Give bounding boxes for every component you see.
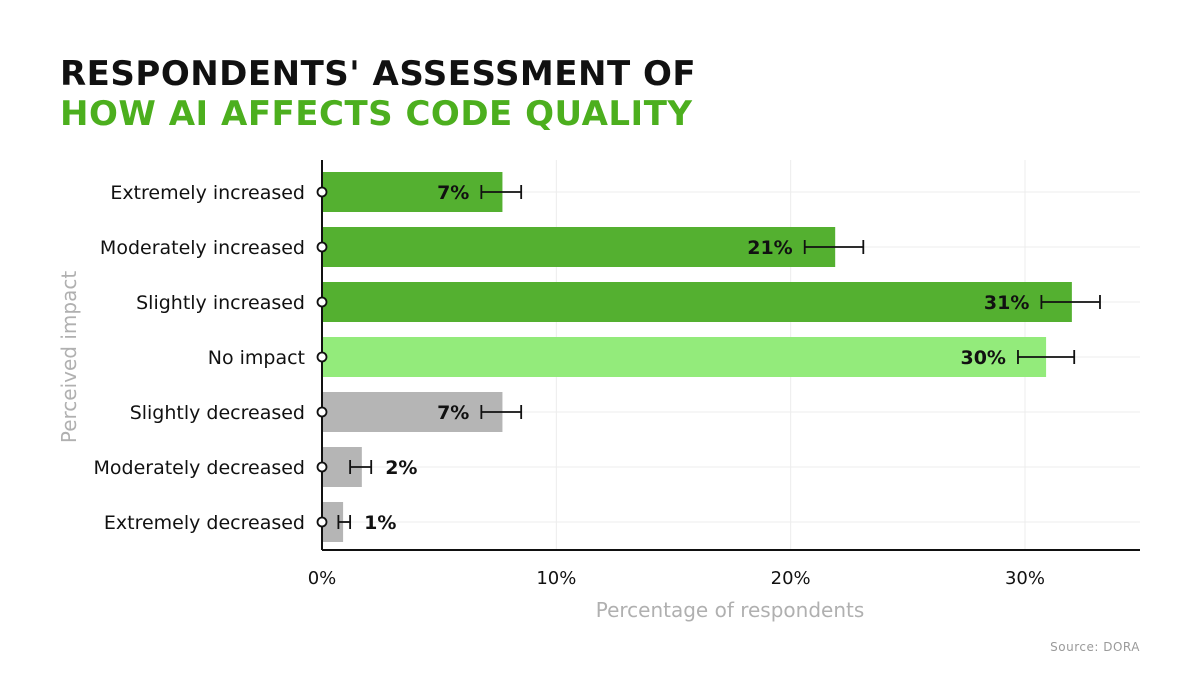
- category-label-moderately-decreased: Moderately decreased: [94, 457, 306, 479]
- category-label-slightly-increased: Slightly increased: [136, 292, 305, 314]
- value-label-moderately-decreased: 2%: [385, 457, 417, 479]
- error-bar-no-impact: [1017, 350, 1076, 364]
- x-tick-label: 20%: [771, 568, 811, 589]
- chart-title-line-2: HOW AI AFFECTS CODE QUALITY: [60, 94, 693, 134]
- bar-extremely-decreased: [322, 502, 344, 542]
- category-label-extremely-increased: Extremely increased: [110, 182, 305, 204]
- chart-title-line-1: RESPONDENTS' ASSESSMENT OF: [60, 54, 697, 94]
- bar-no-impact: [322, 337, 1047, 377]
- bar-slightly-increased: [322, 282, 1072, 322]
- y-axis-title: Perceived impact: [57, 271, 81, 443]
- value-label-no-impact: 30%: [960, 347, 1005, 369]
- chart-title: RESPONDENTS' ASSESSMENT OF HOW AI AFFECT…: [60, 54, 696, 134]
- axis-marker-no-impact: [316, 351, 328, 363]
- x-axis-title: Percentage of respondents: [596, 598, 865, 622]
- category-label-no-impact: No impact: [208, 347, 305, 369]
- error-bar-slightly-decreased: [480, 405, 523, 419]
- axis-marker-moderately-decreased: [316, 461, 328, 473]
- bar-extremely-increased: [322, 172, 503, 212]
- category-label-moderately-increased: Moderately increased: [100, 237, 305, 259]
- value-label-slightly-decreased: 7%: [437, 402, 469, 424]
- value-label-slightly-increased: 31%: [984, 292, 1029, 314]
- value-label-extremely-decreased: 1%: [364, 512, 396, 534]
- value-label-moderately-increased: 21%: [747, 237, 792, 259]
- error-bar-moderately-increased: [803, 240, 865, 254]
- x-tick-label: 30%: [1005, 568, 1045, 589]
- error-bar-moderately-decreased: [349, 460, 373, 474]
- category-label-slightly-decreased: Slightly decreased: [130, 402, 305, 424]
- value-label-extremely-increased: 7%: [437, 182, 469, 204]
- axis-marker-slightly-decreased: [316, 406, 328, 418]
- error-bar-extremely-decreased: [337, 515, 352, 529]
- x-tick-label: 0%: [308, 568, 337, 589]
- bar-moderately-increased: [322, 227, 836, 267]
- axis-marker-moderately-increased: [316, 241, 328, 253]
- axis-marker-extremely-increased: [316, 186, 328, 198]
- axis-marker-slightly-increased: [316, 296, 328, 308]
- axis-marker-extremely-decreased: [316, 516, 328, 528]
- x-tick-label: 10%: [536, 568, 576, 589]
- source-note: Source: DORA: [1050, 640, 1140, 654]
- bar-slightly-decreased: [322, 392, 503, 432]
- category-label-extremely-decreased: Extremely decreased: [104, 512, 305, 534]
- error-bar-extremely-increased: [480, 185, 523, 199]
- error-bar-slightly-increased: [1040, 295, 1101, 309]
